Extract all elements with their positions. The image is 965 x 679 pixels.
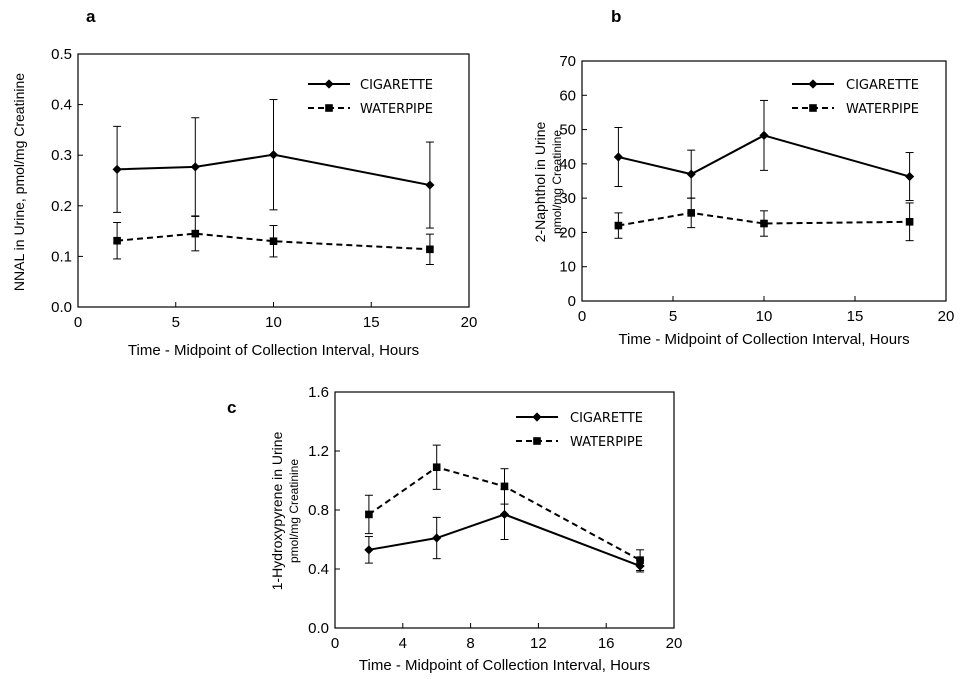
legend-marker-cigarette-a xyxy=(324,79,334,89)
y-tick-label-b: 60 xyxy=(559,87,576,104)
x-tick-label-c: 12 xyxy=(530,635,547,652)
y-tick-label-b: 20 xyxy=(559,224,576,241)
panel-label-a: a xyxy=(86,7,96,26)
y-tick-label-b: 0 xyxy=(568,293,576,310)
x-tick-label-a: 15 xyxy=(363,314,380,331)
data-point-waterpipe-b xyxy=(614,221,623,230)
data-point-cigarette-a xyxy=(190,162,200,172)
x-tick-label-b: 10 xyxy=(756,308,773,325)
legend-marker-waterpipe-c xyxy=(533,437,541,445)
data-point-waterpipe-a xyxy=(269,237,278,246)
y-tick-label-a: 0.5 xyxy=(51,46,72,63)
panel-label-c: c xyxy=(227,398,236,417)
y-tick-label-a: 0.1 xyxy=(51,248,72,265)
y-tick-label-c: 1.6 xyxy=(308,384,329,401)
legend-marker-waterpipe-a xyxy=(325,104,333,112)
data-point-cigarette-b xyxy=(686,169,696,179)
y-axis-title-c: 1-Hydroxypyrene in Urine xyxy=(269,431,285,590)
x-tick-label-c: 0 xyxy=(331,635,339,652)
y-tick-label-b: 50 xyxy=(559,122,576,139)
y-axis-title-a: NNAL in Urine, pmol/mg Creatinine xyxy=(11,73,27,291)
y-tick-label-b: 10 xyxy=(559,259,576,276)
series-line-cigarette-c xyxy=(368,513,641,567)
legend-marker-waterpipe-b xyxy=(809,104,817,112)
legend-label-cigarette-c: CIGARETTE xyxy=(570,411,643,426)
y-tick-label-b: 30 xyxy=(559,190,576,207)
series-line-waterpipe-c xyxy=(368,466,641,562)
x-tick-label-a: 5 xyxy=(172,314,180,331)
data-point-cigarette-b xyxy=(905,171,915,182)
legend-label-waterpipe-a: WATERPIPE xyxy=(360,102,433,117)
y-axis-subtitle-c: pmol/mg Creatinine xyxy=(287,459,301,563)
x-tick-label-c: 16 xyxy=(598,635,615,652)
data-point-waterpipe-c xyxy=(432,463,441,472)
data-point-waterpipe-b xyxy=(905,218,914,226)
x-tick-label-b: 20 xyxy=(938,308,955,325)
plot-frame-b xyxy=(581,60,947,302)
data-point-cigarette-c xyxy=(432,533,442,543)
legend-marker-cigarette-c xyxy=(532,412,542,422)
x-tick-label-a: 0 xyxy=(74,314,82,331)
legend-marker-cigarette-b xyxy=(808,79,818,89)
data-point-waterpipe-c xyxy=(636,556,644,564)
data-point-cigarette-c xyxy=(499,509,510,520)
x-tick-label-c: 4 xyxy=(399,635,407,652)
y-tick-label-c: 0.8 xyxy=(308,502,329,519)
data-point-waterpipe-b xyxy=(687,209,695,217)
legend-label-cigarette-a: CIGARETTE xyxy=(360,78,433,93)
y-tick-label-a: 0.4 xyxy=(51,97,72,114)
y-tick-label-c: 1.2 xyxy=(308,443,329,460)
data-point-waterpipe-b xyxy=(760,219,768,228)
x-tick-label-c: 20 xyxy=(666,635,683,652)
x-tick-label-a: 20 xyxy=(461,314,478,331)
data-point-waterpipe-c xyxy=(365,510,373,519)
series-line-waterpipe-a xyxy=(117,232,430,251)
x-axis-title-c: Time - Midpoint of Collection Interval, … xyxy=(359,657,650,674)
legend-label-cigarette-b: CIGARETTE xyxy=(846,78,919,93)
data-point-cigarette-b xyxy=(613,152,623,162)
y-tick-label-a: 0.0 xyxy=(51,299,72,316)
data-point-cigarette-a xyxy=(112,164,122,174)
panel-label-b: b xyxy=(611,7,621,26)
data-point-cigarette-a xyxy=(268,150,279,160)
x-tick-label-a: 10 xyxy=(265,314,282,331)
y-axis-title-b: 2-Naphthol in Urine xyxy=(532,121,548,242)
x-tick-label-b: 5 xyxy=(669,308,677,325)
x-tick-label-b: 0 xyxy=(578,308,586,325)
y-tick-label-b: 40 xyxy=(559,156,576,173)
data-point-waterpipe-a xyxy=(113,236,121,245)
series-line-waterpipe-b xyxy=(618,211,910,227)
data-point-cigarette-b xyxy=(759,130,769,140)
y-tick-label-b: 70 xyxy=(559,53,576,70)
series-line-cigarette-a xyxy=(117,153,431,187)
x-axis-title-a: Time - Midpoint of Collection Interval, … xyxy=(128,342,419,359)
data-point-cigarette-a xyxy=(425,180,435,190)
series-line-cigarette-b xyxy=(618,134,910,178)
y-tick-label-a: 0.2 xyxy=(51,198,72,215)
x-tick-label-b: 15 xyxy=(847,308,864,325)
legend-label-waterpipe-b: WATERPIPE xyxy=(846,102,919,117)
data-point-cigarette-c xyxy=(364,545,374,555)
x-tick-label-c: 8 xyxy=(466,635,474,652)
data-point-waterpipe-a xyxy=(191,229,200,238)
x-axis-title-b: Time - Midpoint of Collection Interval, … xyxy=(618,331,909,348)
y-tick-label-c: 0.0 xyxy=(308,620,329,637)
y-axis-subtitle-b: pmol/mg Creatinine xyxy=(550,130,564,234)
data-point-waterpipe-c xyxy=(500,482,509,491)
y-tick-label-c: 0.4 xyxy=(308,561,329,578)
legend-label-waterpipe-c: WATERPIPE xyxy=(570,435,643,450)
y-tick-label-a: 0.3 xyxy=(51,147,72,164)
data-point-waterpipe-a xyxy=(426,245,434,254)
